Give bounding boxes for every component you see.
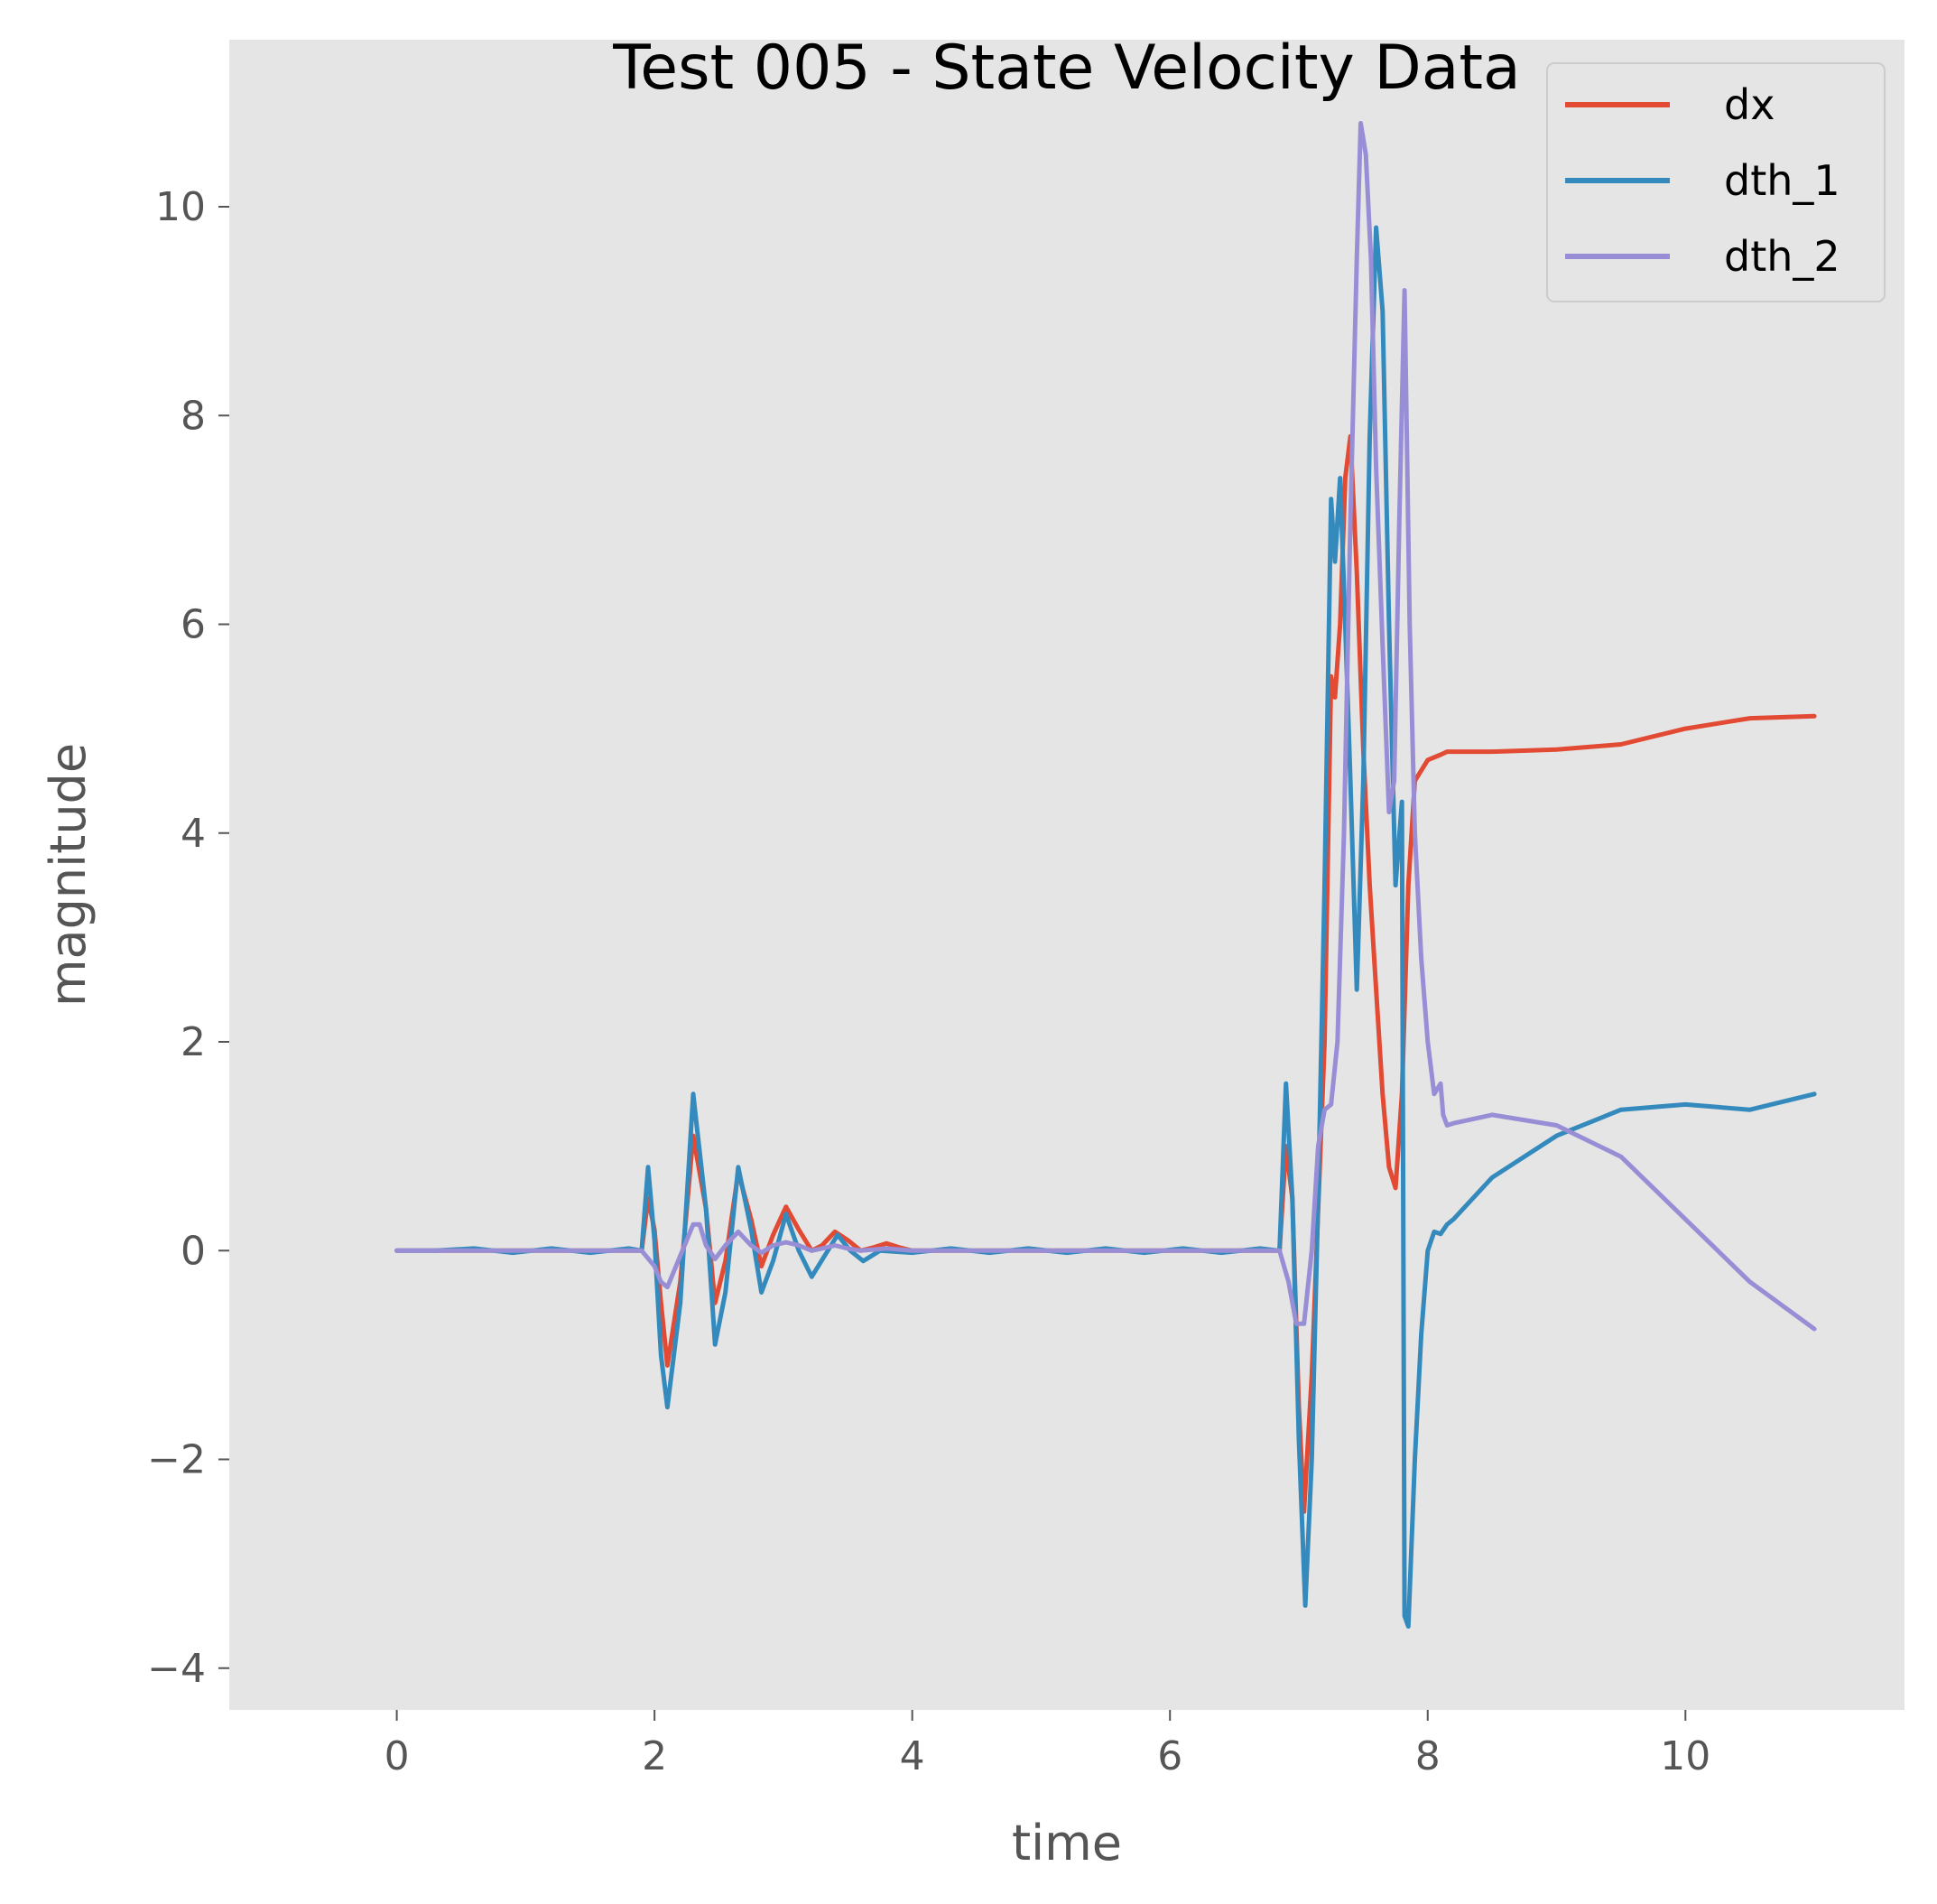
y-tick-label: −2 <box>147 1437 206 1483</box>
y-tick-label: 0 <box>181 1228 206 1274</box>
y-tick-label: −4 <box>147 1646 206 1692</box>
plot-area <box>229 40 1905 1710</box>
x-tick-label: 6 <box>1157 1733 1182 1779</box>
chart-title: Test 005 - State Velocity Data <box>612 33 1520 104</box>
legend-label-dx: dx <box>1724 80 1775 129</box>
x-tick-label: 10 <box>1660 1733 1710 1779</box>
x-axis: 0 2 4 6 8 10 <box>385 1710 1710 1779</box>
x-axis-label: time <box>1012 1815 1122 1871</box>
y-tick-label: 4 <box>181 811 206 857</box>
series-layer <box>394 121 1817 1629</box>
y-tick-label: 8 <box>181 393 206 439</box>
legend-label-dth-1: dth_1 <box>1724 156 1840 205</box>
legend-box <box>1546 62 1886 302</box>
x-tick-label: 0 <box>385 1733 410 1779</box>
series-line-dth-2 <box>394 121 1817 1332</box>
y-tick-label: 10 <box>155 184 206 230</box>
legend: dx dth_1 dth_2 <box>1546 62 1886 302</box>
y-axis-label: magnitude <box>40 743 97 1007</box>
x-tick-label: 2 <box>642 1733 667 1779</box>
x-tick-label: 8 <box>1415 1733 1441 1779</box>
y-tick-label: 2 <box>181 1019 206 1065</box>
y-tick-label: 6 <box>181 602 206 648</box>
y-axis: −4 −2 0 2 4 6 8 10 <box>147 184 229 1692</box>
legend-label-dth-2: dth_2 <box>1724 232 1840 281</box>
x-tick-label: 4 <box>900 1733 925 1779</box>
